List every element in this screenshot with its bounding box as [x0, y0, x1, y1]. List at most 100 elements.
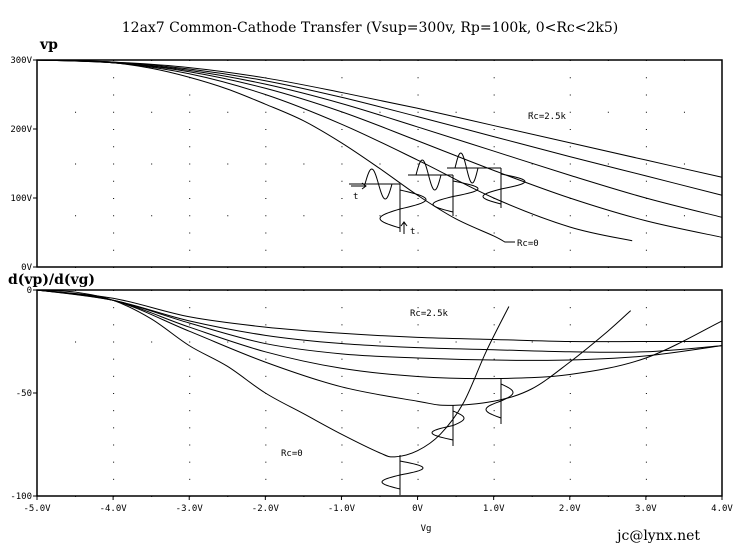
- grid-dot: [531, 60, 533, 61]
- grid-dot: [379, 163, 381, 165]
- y-tick-label: -50: [16, 389, 32, 399]
- grid-dot: [189, 461, 191, 463]
- grid-dot: [189, 290, 191, 291]
- grid-dot: [151, 111, 153, 113]
- top-series-rc-0: [36, 59, 506, 243]
- grid-dot: [531, 290, 533, 291]
- grid-dot: [493, 427, 495, 429]
- grid-dot: [645, 444, 647, 446]
- grid-dot: [493, 375, 495, 377]
- grid-dot: [493, 215, 495, 217]
- grid-dot: [569, 444, 571, 446]
- grid-dot: [417, 180, 419, 182]
- grid-dot: [341, 60, 343, 61]
- grid-dot: [645, 111, 647, 113]
- grid-dot: [113, 198, 115, 199]
- grid-dot: [341, 341, 343, 343]
- grid-dot: [113, 375, 115, 377]
- grid-dot: [569, 60, 571, 61]
- grid-dot: [341, 324, 343, 326]
- grid-dot: [569, 232, 571, 234]
- grid-dot: [455, 341, 457, 343]
- grid-dot: [227, 496, 229, 497]
- grid-dot: [113, 146, 115, 148]
- grid-dot: [265, 410, 267, 412]
- grid-dot: [151, 341, 153, 343]
- grid-dot: [341, 129, 343, 130]
- bottom-grid: [75, 290, 685, 497]
- grid-dot: [303, 341, 305, 343]
- top-series-rc-2-5k: [36, 59, 723, 178]
- grid-dot: [417, 77, 419, 79]
- grid-dot: [113, 94, 115, 96]
- grid-dot: [189, 198, 191, 199]
- grid-dot: [379, 341, 381, 343]
- grid-dot: [607, 111, 609, 113]
- grid-dot: [569, 111, 571, 113]
- grid-dot: [75, 290, 77, 291]
- grid-dot: [455, 60, 457, 61]
- bottom-series-rc-0-5k: [36, 289, 632, 406]
- gain-sine-wave: [381, 460, 424, 490]
- y-tick-label: 100V: [10, 194, 32, 204]
- grid-dot: [493, 444, 495, 446]
- grid-dot: [645, 461, 647, 463]
- grid-dot: [493, 478, 495, 480]
- grid-dot: [645, 307, 647, 309]
- grid-dot: [341, 215, 343, 217]
- grid-dot: [417, 461, 419, 463]
- grid-dot: [493, 393, 495, 394]
- grid-dot: [113, 111, 115, 113]
- input-sine-wave: [415, 159, 442, 191]
- grid-dot: [227, 60, 229, 61]
- x-tick-label: -2.0V: [252, 504, 280, 514]
- grid-dot: [151, 60, 153, 61]
- grid-dot: [569, 290, 571, 291]
- grid-dot: [569, 393, 571, 394]
- grid-dot: [417, 215, 419, 217]
- grid-dot: [265, 358, 267, 360]
- grid-dot: [379, 215, 381, 217]
- y-tick-label: -100: [10, 492, 32, 502]
- grid-dot: [493, 341, 495, 343]
- grid-dot: [569, 94, 571, 96]
- grid-dot: [189, 215, 191, 217]
- grid-dot: [265, 215, 267, 217]
- grid-dot: [113, 341, 115, 343]
- grid-dot: [417, 232, 419, 234]
- grid-dot: [607, 163, 609, 165]
- grid-dot: [455, 496, 457, 497]
- grid-dot: [607, 267, 609, 268]
- grid-dot: [417, 198, 419, 199]
- grid-dot: [113, 77, 115, 79]
- grid-dot: [417, 444, 419, 446]
- grid-dot: [645, 358, 647, 360]
- grid-dot: [607, 60, 609, 61]
- y-tick-label: 200V: [10, 125, 32, 135]
- grid-dot: [75, 496, 77, 497]
- grid-dot: [341, 444, 343, 446]
- output-sine-wave: [432, 180, 479, 213]
- grid-dot: [493, 249, 495, 251]
- grid-dot: [341, 307, 343, 309]
- grid-dot: [265, 163, 267, 165]
- grid-dot: [303, 267, 305, 268]
- grid-dot: [113, 249, 115, 251]
- grid-dot: [493, 290, 495, 291]
- grid-dot: [531, 215, 533, 217]
- bottom-label-rc-max: Rc=2.5k: [410, 309, 449, 319]
- grid-dot: [683, 163, 685, 165]
- time-arrow-up-icon: [400, 221, 408, 234]
- grid-dot: [455, 290, 457, 291]
- grid-dot: [569, 146, 571, 148]
- input-sine-wave: [364, 168, 393, 200]
- grid-dot: [531, 111, 533, 113]
- top-plot: 0V 100V 200V 300V: [10, 56, 723, 273]
- grid-dot: [417, 129, 419, 130]
- grid-dot: [531, 496, 533, 497]
- grid-dot: [569, 410, 571, 412]
- grid-dot: [265, 180, 267, 182]
- grid-dot: [265, 232, 267, 234]
- grid-dot: [341, 427, 343, 429]
- grid-dot: [75, 215, 77, 217]
